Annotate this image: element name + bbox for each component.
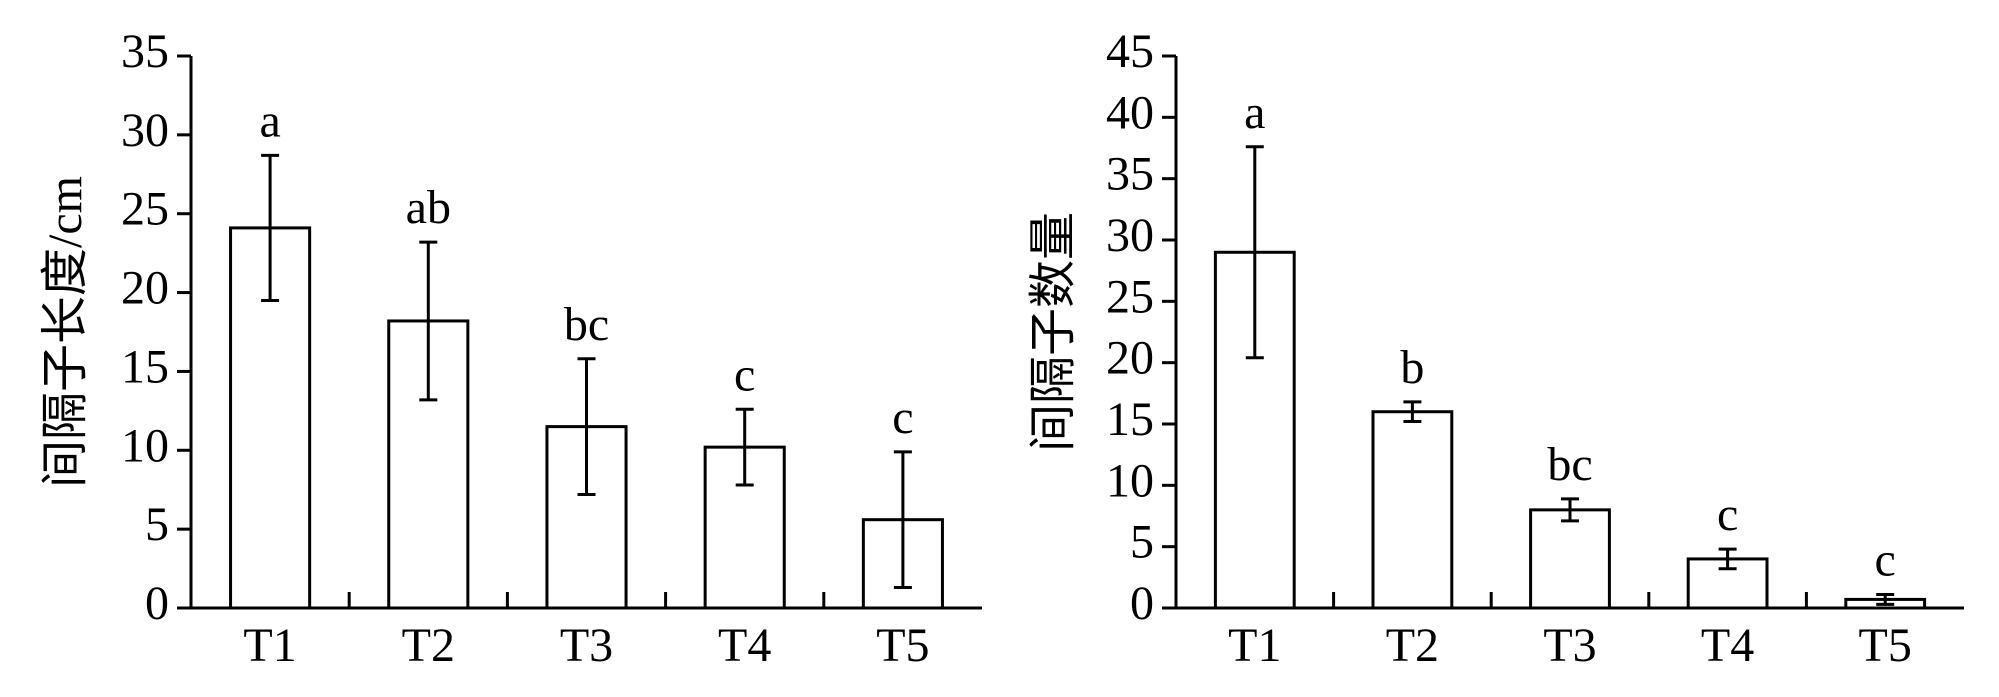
y-tick-label: 30 <box>1106 209 1154 262</box>
y-tick-label: 25 <box>1106 270 1154 323</box>
y-tick-label: 5 <box>145 498 169 551</box>
x-tick-label: T4 <box>1701 619 1754 672</box>
x-tick-label: T1 <box>243 619 296 672</box>
y-tick-label: 35 <box>1106 148 1154 201</box>
error-bar <box>1403 400 1422 424</box>
error-bar <box>1245 145 1264 360</box>
significance-label: ab <box>406 181 451 234</box>
error-bar <box>1561 497 1579 523</box>
y-tick-label: 15 <box>121 340 169 393</box>
chart: 0 5 10 15 20 25 30 35 40 45 间隔子数量 a T1 b T2 bc T3 c T4 c T5 <box>1027 25 1964 672</box>
y-tick-label: 20 <box>121 262 169 315</box>
significance-label: bc <box>564 298 609 351</box>
error-bar <box>419 240 438 402</box>
y-tick-label: 45 <box>1106 25 1154 78</box>
significance-label: a <box>259 94 280 147</box>
bar <box>1371 410 1454 610</box>
y-tick-label: 10 <box>1106 454 1154 507</box>
significance-label: c <box>1875 534 1896 587</box>
significance-label: b <box>1400 341 1424 394</box>
x-tick-label: T3 <box>1543 619 1596 672</box>
y-axis-label: 间隔子长度/cm <box>39 176 92 488</box>
error-bar <box>893 450 912 589</box>
error-bar <box>1718 547 1737 571</box>
error-bar <box>1876 593 1895 606</box>
chart: 0 5 10 15 20 25 30 35 间隔子长度/cm a T1 ab T2 bc T3 c T4 c T5 <box>39 25 982 672</box>
y-axis-label: 间隔子数量 <box>1027 212 1080 452</box>
significance-label: a <box>1244 86 1265 139</box>
y-tick-label: 30 <box>121 104 169 157</box>
y-tick-label: 0 <box>145 577 169 630</box>
significance-label: c <box>734 348 755 401</box>
y-tick-label: 5 <box>1130 516 1154 569</box>
y-tick-label: 20 <box>1106 332 1154 385</box>
significance-label: c <box>892 391 913 444</box>
x-tick-label: T2 <box>1386 619 1439 672</box>
significance-label: c <box>1717 488 1738 541</box>
x-tick-label: T2 <box>402 619 455 672</box>
bar <box>229 226 312 610</box>
error-bar <box>261 153 280 302</box>
x-tick-label: T3 <box>560 619 613 672</box>
y-tick-label: 10 <box>121 419 169 472</box>
bar <box>1529 508 1611 610</box>
x-tick-label: T4 <box>718 619 771 672</box>
y-tick-label: 15 <box>1106 393 1154 446</box>
y-tick-label: 40 <box>1106 86 1154 139</box>
y-tick-label: 0 <box>1130 577 1154 630</box>
x-tick-label: T5 <box>876 619 929 672</box>
bar <box>387 319 470 610</box>
y-tick-label: 35 <box>121 25 169 78</box>
significance-label: bc <box>1547 438 1592 491</box>
error-bar <box>577 357 596 496</box>
x-tick-label: T5 <box>1859 619 1912 672</box>
error-bar <box>735 407 754 487</box>
y-tick-label: 25 <box>121 183 169 236</box>
x-tick-label: T1 <box>1228 619 1281 672</box>
